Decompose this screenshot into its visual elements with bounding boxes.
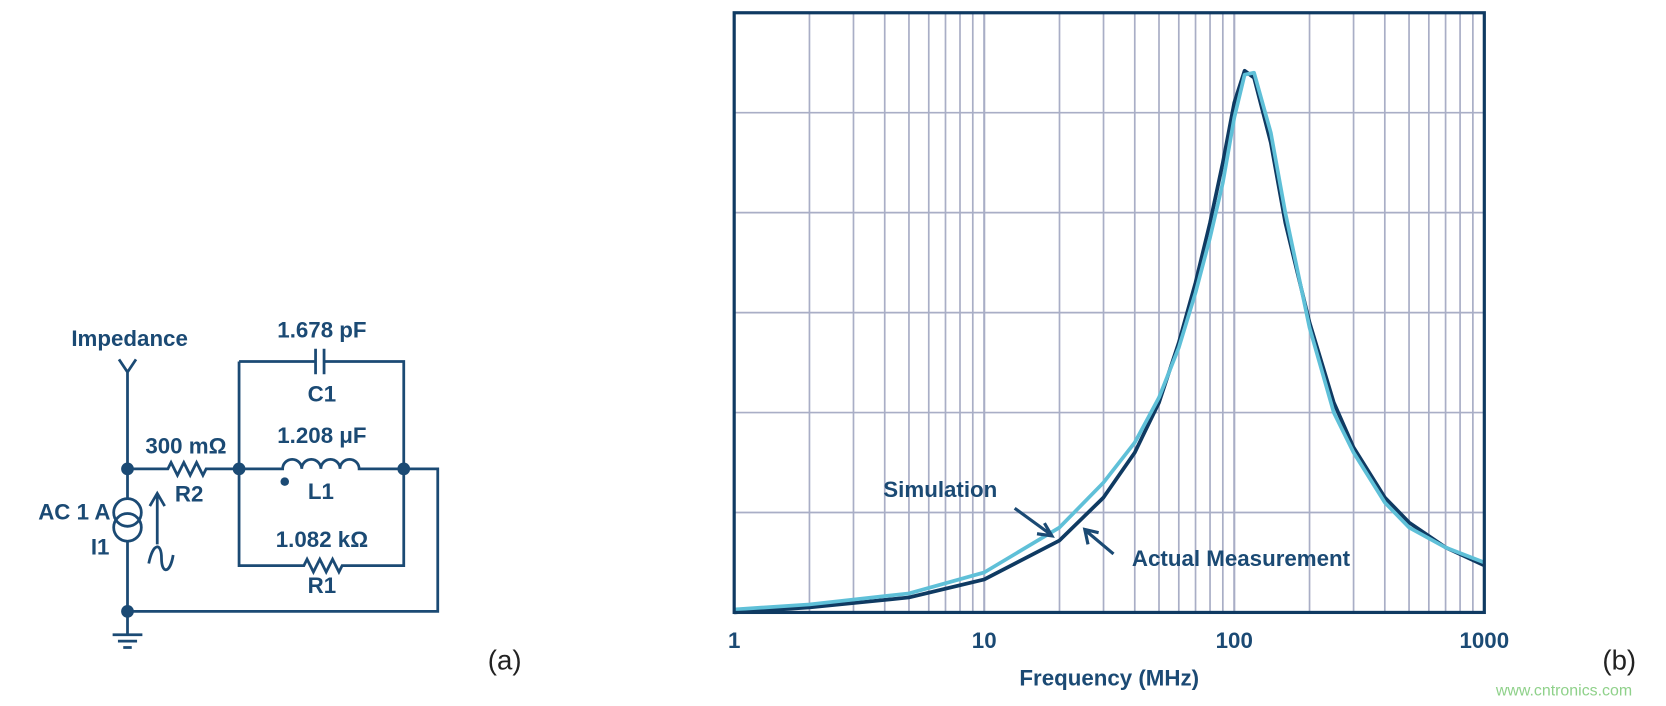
polarity-dot: [280, 477, 289, 486]
wire: [127, 459, 240, 479]
label: C1: [308, 381, 337, 406]
source-circle: [112, 497, 143, 528]
x-tick-label: 1: [728, 628, 740, 653]
ac-symbol: [147, 545, 175, 572]
panel-label: (b): [1602, 645, 1636, 676]
label: AC 1 A: [38, 499, 110, 524]
node: [232, 462, 246, 476]
plot: 1 10 100 1000: [728, 11, 1510, 653]
panel-label: (a): [488, 645, 522, 676]
label: 1.082 kΩ: [276, 527, 368, 552]
plot-frame: [732, 11, 1486, 615]
wire: [237, 348, 406, 576]
node: [121, 462, 134, 476]
label: I1: [91, 535, 110, 560]
x-tick-label: 1000: [1460, 628, 1510, 653]
current-arrow: [148, 490, 166, 545]
label: L1: [308, 479, 334, 504]
annotation: Simulation: [883, 477, 997, 502]
inductor: [127, 457, 440, 613]
annotation: Actual Measurement: [1132, 546, 1351, 571]
antenna: [117, 358, 138, 500]
series-line: [734, 70, 1485, 612]
series-line: [734, 68, 1486, 615]
wire: [112, 541, 143, 649]
annotation-arrow: [1013, 506, 1055, 538]
label: 1.678 pF: [277, 318, 366, 343]
circuit: Impedance 1.678 pF C1 300 mΩ R2 1.208 μF…: [38, 318, 521, 676]
label: R1: [308, 573, 337, 598]
watermark: www.cntronics.com: [1495, 682, 1632, 699]
annotation-arrow: [1082, 527, 1115, 556]
x-axis-label: Frequency (MHz): [1019, 665, 1199, 690]
node: [121, 604, 134, 618]
label: 1.208 μF: [277, 423, 366, 448]
x-tick-label: 100: [1216, 628, 1253, 653]
label: 300 mΩ: [145, 434, 226, 459]
label: R2: [175, 481, 204, 506]
node: [397, 462, 411, 476]
x-tick-label: 10: [972, 628, 997, 653]
label: Impedance: [71, 326, 188, 351]
